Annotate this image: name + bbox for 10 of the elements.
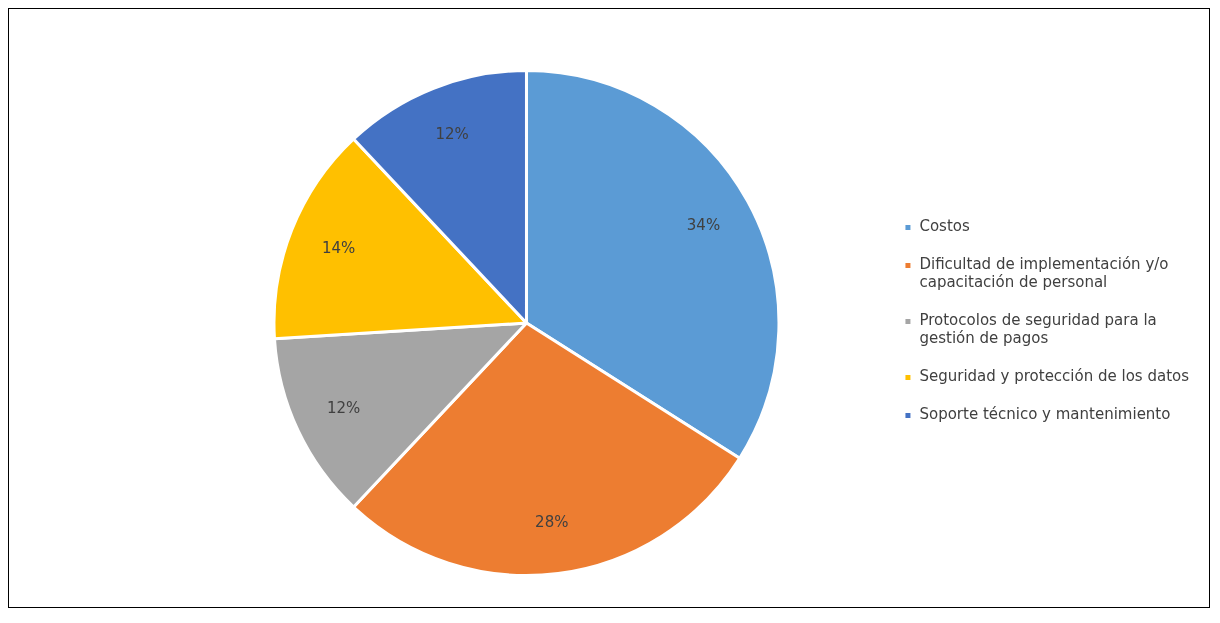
legend-label: Soporte técnico y mantenimiento <box>919 405 1171 424</box>
legend-label: Protocolos de seguridad para la gestión de pagos <box>919 311 1157 348</box>
data-label: 14% <box>321 238 356 257</box>
legend-label: Seguridad y protección de los datos <box>919 367 1190 386</box>
legend-label: Dificultad de implementación y/o capacitación de personal <box>919 255 1169 292</box>
legend-label: Costos <box>919 217 970 236</box>
data-label: 34% <box>686 215 721 234</box>
data-label: 28% <box>535 513 569 532</box>
data-label: 12% <box>435 125 469 144</box>
data-label: 12% <box>327 398 361 417</box>
